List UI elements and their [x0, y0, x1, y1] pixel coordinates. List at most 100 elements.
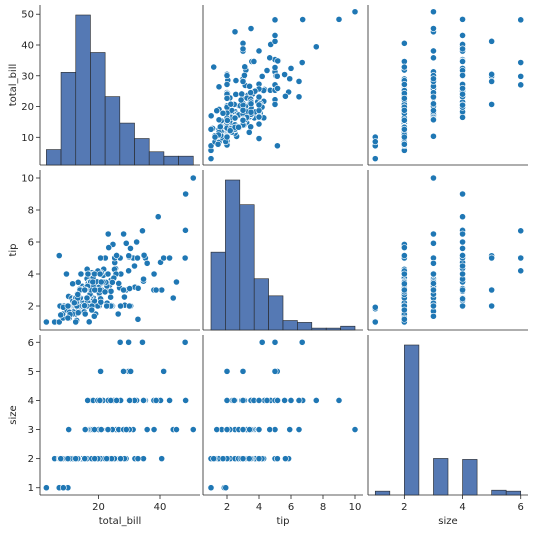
scatter-point — [430, 286, 437, 294]
scatter-point — [255, 101, 263, 109]
scatter-point — [459, 32, 466, 39]
scatter-point — [126, 285, 134, 292]
scatter-point — [120, 230, 127, 238]
scatter-point — [133, 238, 141, 246]
scatter-point — [105, 244, 113, 251]
scatter-point — [108, 278, 116, 286]
scatter-point — [266, 426, 274, 433]
scatter-point — [271, 367, 279, 375]
scatter-point — [459, 85, 466, 92]
scatter-point — [189, 174, 197, 182]
scatter-point — [173, 278, 180, 286]
scatter-point — [517, 227, 525, 235]
scatter-point — [181, 254, 189, 262]
scatter-point — [42, 484, 50, 492]
histogram-bar — [148, 151, 165, 166]
scatter-point — [241, 71, 248, 79]
scatter-point — [517, 267, 525, 275]
scatter-point — [239, 116, 247, 124]
scatter-point — [231, 114, 239, 122]
scatter-point — [430, 174, 437, 182]
scatter-point — [263, 397, 271, 404]
scatter-point — [235, 123, 242, 131]
scatter-point — [97, 278, 105, 286]
scatter-point — [55, 252, 63, 259]
scatter-point — [131, 262, 138, 270]
scatter-point — [134, 284, 142, 292]
panel-total_bill-vs-tip — [207, 8, 359, 163]
scatter-point — [459, 58, 466, 65]
scatter-point — [430, 132, 437, 140]
panel-total_bill-vs-size — [371, 8, 525, 163]
x-axis-label-tip: tip — [276, 516, 289, 527]
histogram-bar — [210, 251, 226, 331]
marks-layer — [42, 8, 525, 496]
scatter-point — [223, 426, 231, 433]
scatter-point — [430, 25, 437, 32]
scatter-point — [286, 75, 294, 83]
scatter-point — [227, 100, 235, 108]
scatter-point — [97, 426, 105, 433]
histogram-bar — [462, 459, 478, 496]
y-tick-label: 3 — [28, 425, 34, 436]
scatter-point — [517, 72, 525, 80]
panel-tip-vs-size — [371, 174, 525, 326]
x-tick-label: 8 — [320, 502, 326, 513]
scatter-point — [114, 310, 122, 318]
scatter-point — [182, 226, 189, 234]
x-axis-label-total_bill: total_bill — [99, 516, 142, 527]
scatter-point — [122, 239, 130, 247]
scatter-point — [295, 397, 303, 404]
scatter-point — [210, 455, 218, 463]
x-tick-label: 6 — [288, 502, 294, 513]
scatter-point — [232, 90, 240, 98]
scatter-point — [59, 484, 67, 492]
scatter-point — [64, 455, 72, 463]
scatter-point — [459, 213, 466, 221]
scatter-point — [430, 107, 437, 114]
scatter-point — [459, 252, 466, 259]
scatter-point — [237, 96, 245, 104]
scatter-point — [281, 455, 289, 463]
scatter-point — [295, 426, 303, 433]
scatter-point — [351, 426, 359, 433]
scatter-point — [96, 397, 104, 404]
scatter-point — [207, 484, 215, 492]
scatter-point — [181, 338, 189, 346]
scatter-point — [122, 426, 130, 433]
scatter-point — [113, 252, 120, 259]
scatter-point — [223, 72, 231, 79]
scatter-point — [150, 270, 158, 278]
scatter-point — [271, 338, 279, 346]
scatter-point — [97, 367, 104, 375]
scatter-point — [430, 8, 437, 16]
histogram-bar — [505, 490, 522, 496]
scatter-point — [223, 397, 231, 404]
scatter-point — [255, 107, 263, 114]
scatter-point — [166, 397, 173, 404]
scatter-point — [430, 280, 437, 287]
scatter-point — [103, 455, 111, 463]
scatter-point — [134, 455, 142, 463]
panel-size-vs-size — [374, 344, 522, 496]
scatter-point — [239, 455, 247, 463]
scatter-point — [81, 426, 89, 433]
scatter-point — [65, 426, 73, 433]
y-axis-label-tip: tip — [8, 243, 19, 256]
scatter-point — [459, 230, 466, 238]
scatter-point — [223, 117, 231, 124]
scatter-point — [517, 81, 525, 89]
scatter-point — [42, 318, 50, 326]
scatter-point — [104, 230, 112, 238]
scatter-point — [120, 286, 127, 294]
scatter-point — [103, 302, 111, 310]
scatter-point — [245, 128, 253, 136]
scatter-point — [127, 367, 135, 375]
scatter-point — [400, 286, 408, 294]
scatter-point — [488, 70, 496, 78]
scatter-point — [459, 244, 466, 252]
scatter-point — [459, 190, 466, 198]
scatter-point — [116, 338, 124, 346]
scatter-point — [430, 230, 437, 238]
